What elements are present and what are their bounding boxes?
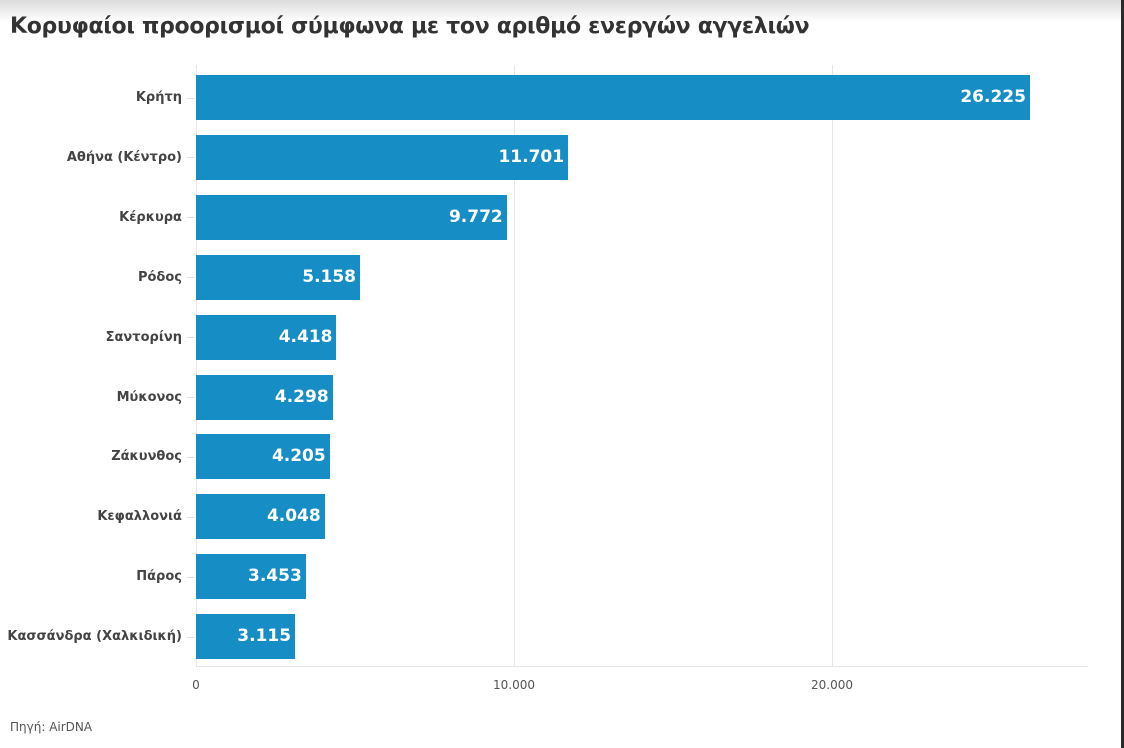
bar[interactable]: 3.453 [196,554,306,600]
bar[interactable]: 4.205 [196,434,330,480]
window-border [1121,0,1124,748]
bar-value-label: 4.205 [271,446,326,467]
bar[interactable]: 4.418 [196,314,337,360]
y-tick [187,456,194,458]
y-tick [187,157,194,159]
category-label: Πάρος [136,569,182,585]
bar-value-label: 9.772 [448,206,503,227]
bar-value-label: 11.701 [498,146,565,167]
bar[interactable]: 5.158 [196,254,361,300]
bar-value-label: 26.225 [960,87,1026,107]
x-gridline [196,65,197,666]
category-label: Μύκονος [116,389,182,405]
source-note: Πηγή: AirDNA [10,720,93,734]
y-tick [187,636,194,638]
y-tick [187,576,194,578]
bar[interactable]: 9.772 [196,194,507,240]
x-axis-line [196,666,1088,667]
bar-value-label: 4.298 [274,386,329,407]
chart-title: Κορυφαίοι προορισμοί σύμφωνα με τον αριθ… [10,14,810,39]
bar-value-label: 3.115 [237,626,292,647]
bar-value-label: 4.418 [278,326,333,347]
bar[interactable]: 4.298 [196,374,333,420]
category-label: Κασσάνδρα (Χαλκιδική) [7,629,182,645]
bar[interactable]: 26.225 [196,75,1030,120]
bar[interactable]: 11.701 [196,134,569,180]
y-tick [187,397,194,398]
x-tick-label: 20.000 [811,678,853,692]
category-label: Κρήτη [135,90,182,105]
category-label: Κέρκυρα [119,209,182,225]
category-label: Ζάκυνθος [111,449,182,465]
category-label: Σαντορίνη [105,329,182,345]
bar-value-label: 5.158 [302,266,357,287]
y-tick [187,516,194,518]
y-tick [187,97,194,99]
y-tick [187,337,194,339]
category-label: Ρόδος [137,269,182,285]
x-tick-label: 10.000 [493,678,535,692]
x-gridline [832,65,833,666]
x-tick-label: 0 [192,678,200,692]
category-label: Αθήνα (Κέντρο) [66,149,182,165]
bar[interactable]: 4.048 [196,494,325,540]
bar-value-label: 3.453 [248,566,302,587]
bar[interactable]: 3.115 [196,614,296,660]
x-gridline [514,65,515,666]
bar-value-label: 4.048 [266,506,321,527]
top-shade [0,0,1124,22]
category-label: Κεφαλλονιά [97,509,182,525]
y-tick [187,217,194,219]
y-tick [187,277,194,279]
